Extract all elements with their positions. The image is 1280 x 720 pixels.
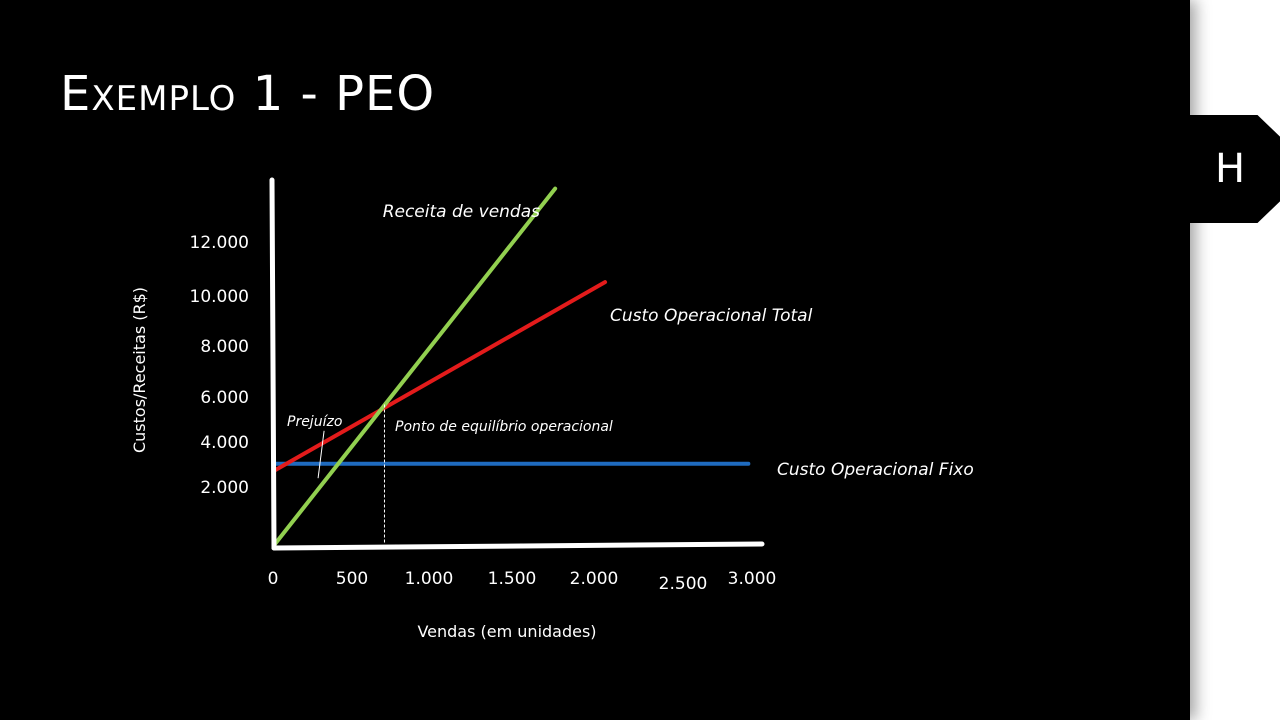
section-tab-letter: H xyxy=(1214,146,1246,192)
y-tick-label: 6.000 xyxy=(200,388,249,408)
x-tick-label: 2.500 xyxy=(659,574,708,594)
total-cost-label: Custo Operacional Total xyxy=(610,306,813,326)
y-tick-label: 2.000 xyxy=(200,478,249,498)
y-axis xyxy=(269,177,277,551)
fixed-cost-label: Custo Operacional Fixo xyxy=(777,460,974,480)
axis-layer xyxy=(269,177,765,551)
section-tab[interactable]: H xyxy=(1190,115,1280,223)
series-layer xyxy=(273,186,751,546)
y-tick-label: 4.000 xyxy=(200,433,249,453)
tick-layer: 0 500 1.000 1.500 2.000 2.500 3.000 2.000 4.000 6… xyxy=(190,233,777,594)
x-tick-label: 1.000 xyxy=(405,569,454,589)
loss-label: Prejuízo xyxy=(287,414,342,430)
x-axis xyxy=(271,541,765,551)
annotation-layer xyxy=(317,404,385,544)
breakeven-chart: 0 500 1.000 1.500 2.000 2.500 3.000 2.000 4.000 6… xyxy=(130,177,974,641)
y-tick-label: 10.000 xyxy=(190,287,249,307)
x-axis-title: Vendas (em unidades) xyxy=(417,622,596,641)
breakeven-label: Ponto de equilíbrio operacional xyxy=(395,419,613,435)
slide-title: EXEMPLO 1 - PEO xyxy=(60,66,435,122)
x-tick-label: 500 xyxy=(336,569,368,589)
title-smallcaps: XEMPLO xyxy=(91,79,237,119)
title-rest: 1 - PEO xyxy=(236,66,436,122)
x-tick-label: 1.500 xyxy=(488,569,537,589)
x-tick-label: 3.000 xyxy=(728,569,777,589)
revenue-line xyxy=(273,186,558,546)
x-tick-label: 2.000 xyxy=(570,569,619,589)
title-first-letter: E xyxy=(60,66,92,122)
y-tick-label: 12.000 xyxy=(190,233,249,253)
revenue-label: Receita de vendas xyxy=(383,202,540,222)
x-tick-label: 0 xyxy=(268,569,279,589)
loss-marker-line xyxy=(317,430,325,479)
total-cost-line xyxy=(273,280,608,473)
slide: EXEMPLO 1 - PEO 0 500 1.000 1.500 2.000 2.500… xyxy=(0,0,1190,720)
y-axis-title: Custos/Receitas (R$) xyxy=(130,287,149,453)
label-layer: Vendas (em unidades) Custos/Receitas (R$)… xyxy=(130,202,974,641)
y-tick-label: 8.000 xyxy=(200,337,249,357)
